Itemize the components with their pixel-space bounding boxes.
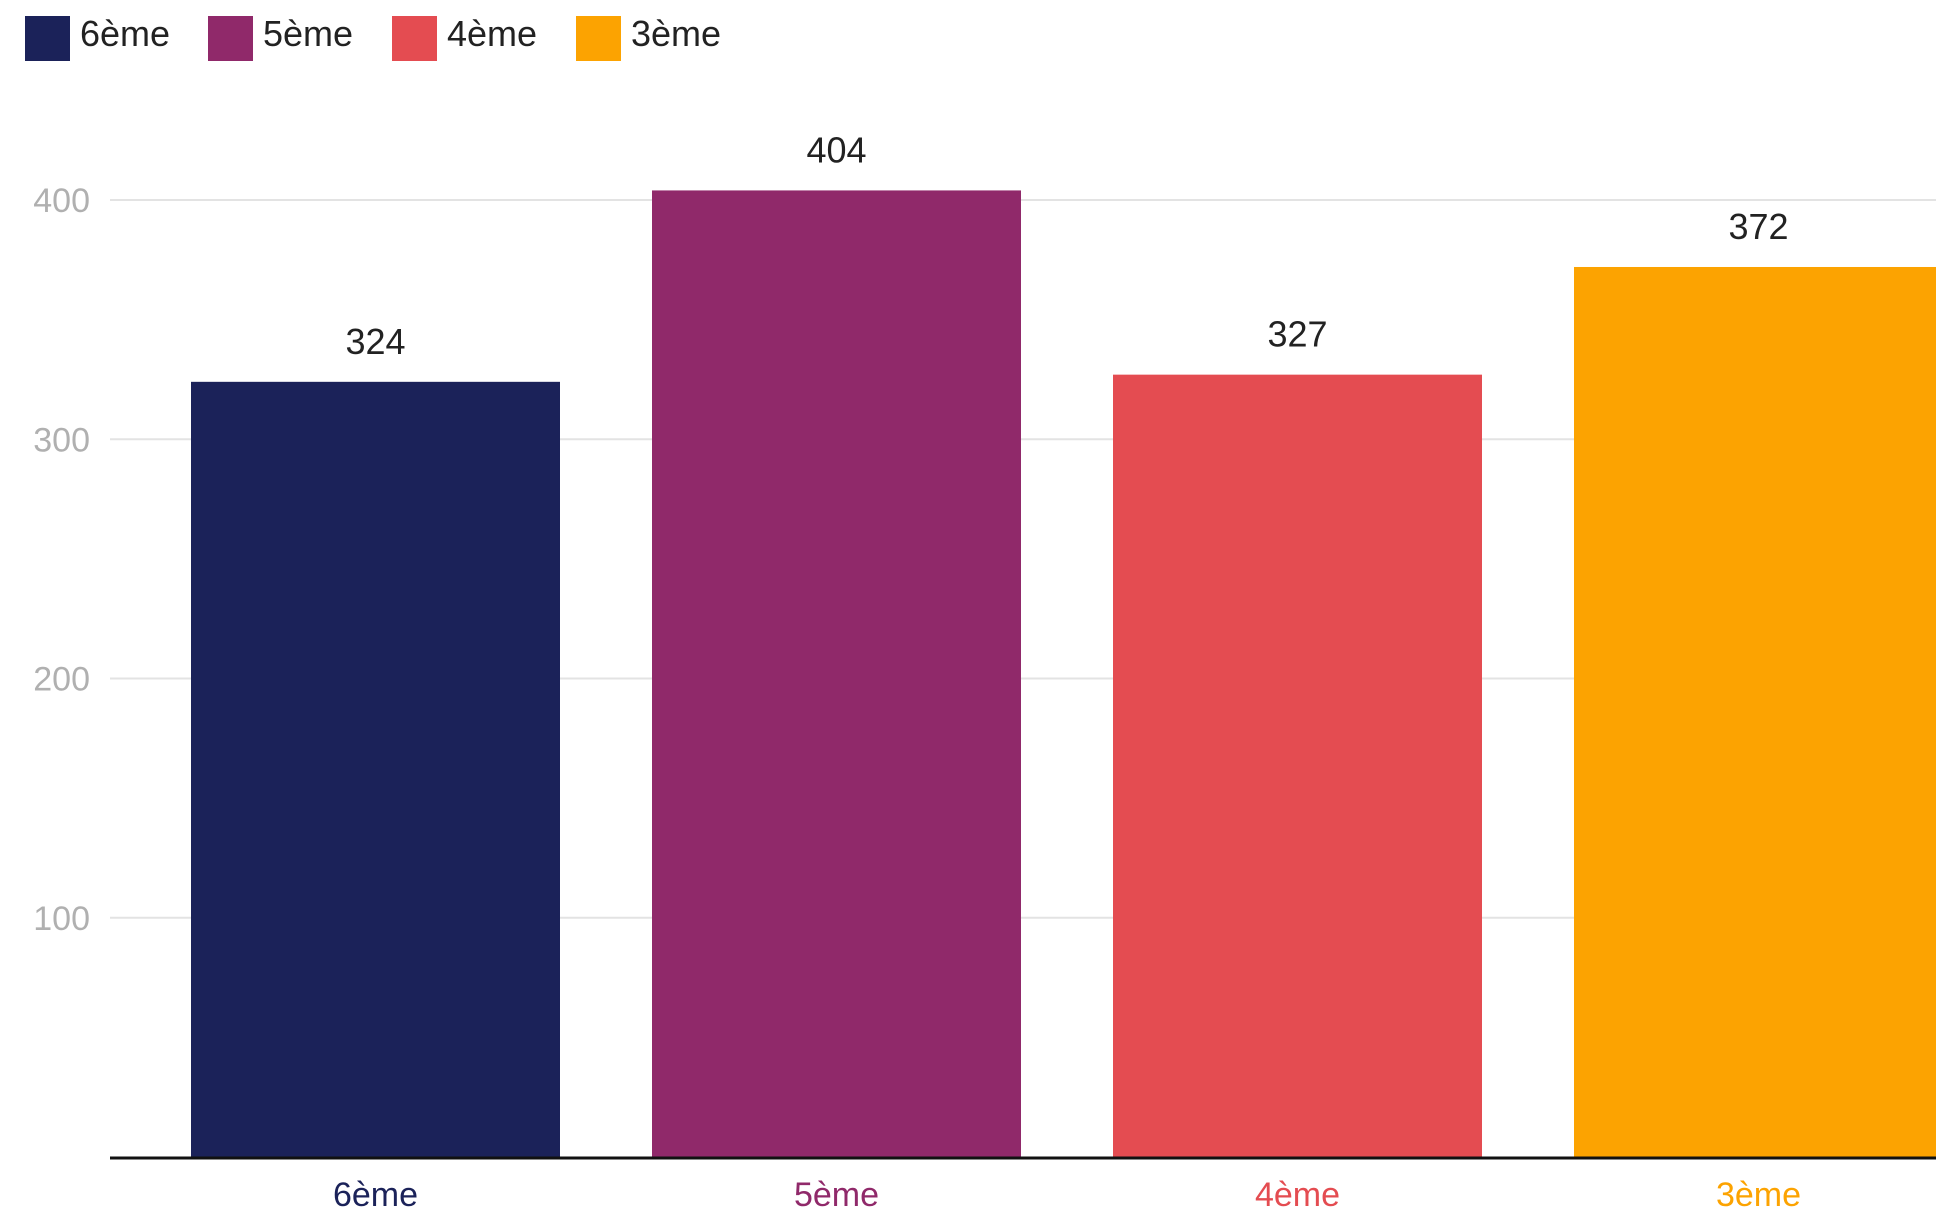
axes: 100 200 300 400 6ème 5ème 4ème 3ème bbox=[33, 182, 1936, 1214]
bars bbox=[191, 190, 1936, 1158]
legend-label: 6ème bbox=[80, 13, 170, 54]
y-tick-label: 400 bbox=[33, 182, 90, 220]
legend-label: 4ème bbox=[447, 13, 537, 54]
data-label: 404 bbox=[806, 129, 866, 170]
data-label: 372 bbox=[1728, 206, 1788, 247]
bar bbox=[191, 381, 560, 1158]
legend-swatch bbox=[392, 16, 437, 61]
x-tick-label: 4ème bbox=[1255, 1176, 1340, 1211]
x-tick-label: 6ème bbox=[333, 1176, 418, 1211]
legend-swatch bbox=[576, 16, 621, 61]
y-tick-label: 300 bbox=[33, 421, 90, 459]
legend-label: 3ème bbox=[631, 13, 721, 54]
legend-label: 5ème bbox=[263, 13, 353, 54]
data-label: 324 bbox=[345, 321, 405, 362]
legend: 6ème 5ème 4ème 3ème bbox=[25, 13, 721, 61]
x-tick-label: 5ème bbox=[794, 1176, 879, 1211]
x-tick-label: 3ème bbox=[1716, 1176, 1801, 1211]
legend-swatch bbox=[25, 16, 70, 61]
bar bbox=[1574, 266, 1936, 1157]
y-tick-label: 200 bbox=[33, 661, 90, 699]
y-tick-label: 100 bbox=[33, 900, 90, 938]
bar bbox=[1113, 374, 1482, 1158]
bar bbox=[652, 190, 1021, 1157]
data-labels: 324 404 327 372 bbox=[345, 129, 1788, 361]
legend-swatch bbox=[208, 16, 253, 61]
data-label: 327 bbox=[1267, 314, 1327, 355]
